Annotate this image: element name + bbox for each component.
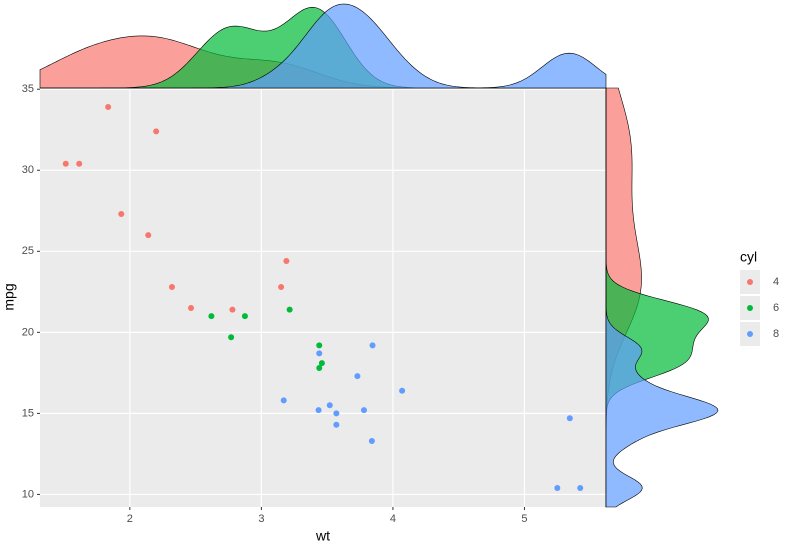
top-density xyxy=(40,3,607,89)
point xyxy=(566,415,573,422)
point xyxy=(208,313,215,320)
point xyxy=(316,342,323,349)
legend-swatch xyxy=(747,279,753,285)
right-density xyxy=(605,88,719,508)
y-tick-label: 25 xyxy=(22,245,34,257)
point xyxy=(360,407,367,414)
x-axis-label: wt xyxy=(315,528,330,544)
y-tick-label: 35 xyxy=(22,83,34,95)
point xyxy=(76,160,83,167)
point xyxy=(368,437,375,444)
legend-label: 6 xyxy=(773,302,779,314)
point xyxy=(354,373,361,380)
y-tick-label: 10 xyxy=(22,488,34,500)
x-tick-label: 4 xyxy=(390,513,396,525)
x-tick-label: 3 xyxy=(258,513,264,525)
point xyxy=(577,484,584,491)
point xyxy=(145,232,152,239)
point xyxy=(168,283,175,290)
y-tick-label: 20 xyxy=(22,326,34,338)
panel xyxy=(40,88,606,507)
legend-label: 4 xyxy=(773,276,779,288)
point xyxy=(118,211,125,218)
legend-label: 8 xyxy=(773,328,779,340)
point xyxy=(326,402,333,409)
legend-swatch xyxy=(747,331,753,337)
x-tick-label: 2 xyxy=(127,513,133,525)
point xyxy=(241,313,248,320)
point xyxy=(283,258,290,265)
y-tick-label: 15 xyxy=(22,407,34,419)
point xyxy=(333,421,340,428)
point xyxy=(188,305,195,312)
point xyxy=(286,306,293,313)
point xyxy=(369,342,376,349)
point xyxy=(316,365,323,372)
legend-swatch xyxy=(747,305,753,311)
point xyxy=(228,334,235,341)
point xyxy=(153,128,160,135)
point xyxy=(316,350,323,357)
y-tick-label: 30 xyxy=(22,164,34,176)
point xyxy=(554,484,561,491)
point xyxy=(62,160,69,167)
point xyxy=(229,306,236,313)
point xyxy=(280,397,287,404)
point xyxy=(315,407,322,414)
legend-title: cyl xyxy=(740,249,757,265)
point xyxy=(278,283,285,290)
point xyxy=(333,410,340,417)
x-tick-label: 5 xyxy=(521,513,527,525)
point xyxy=(318,360,325,367)
point xyxy=(399,387,406,394)
point xyxy=(105,104,112,111)
y-axis-label: mpg xyxy=(1,283,17,310)
